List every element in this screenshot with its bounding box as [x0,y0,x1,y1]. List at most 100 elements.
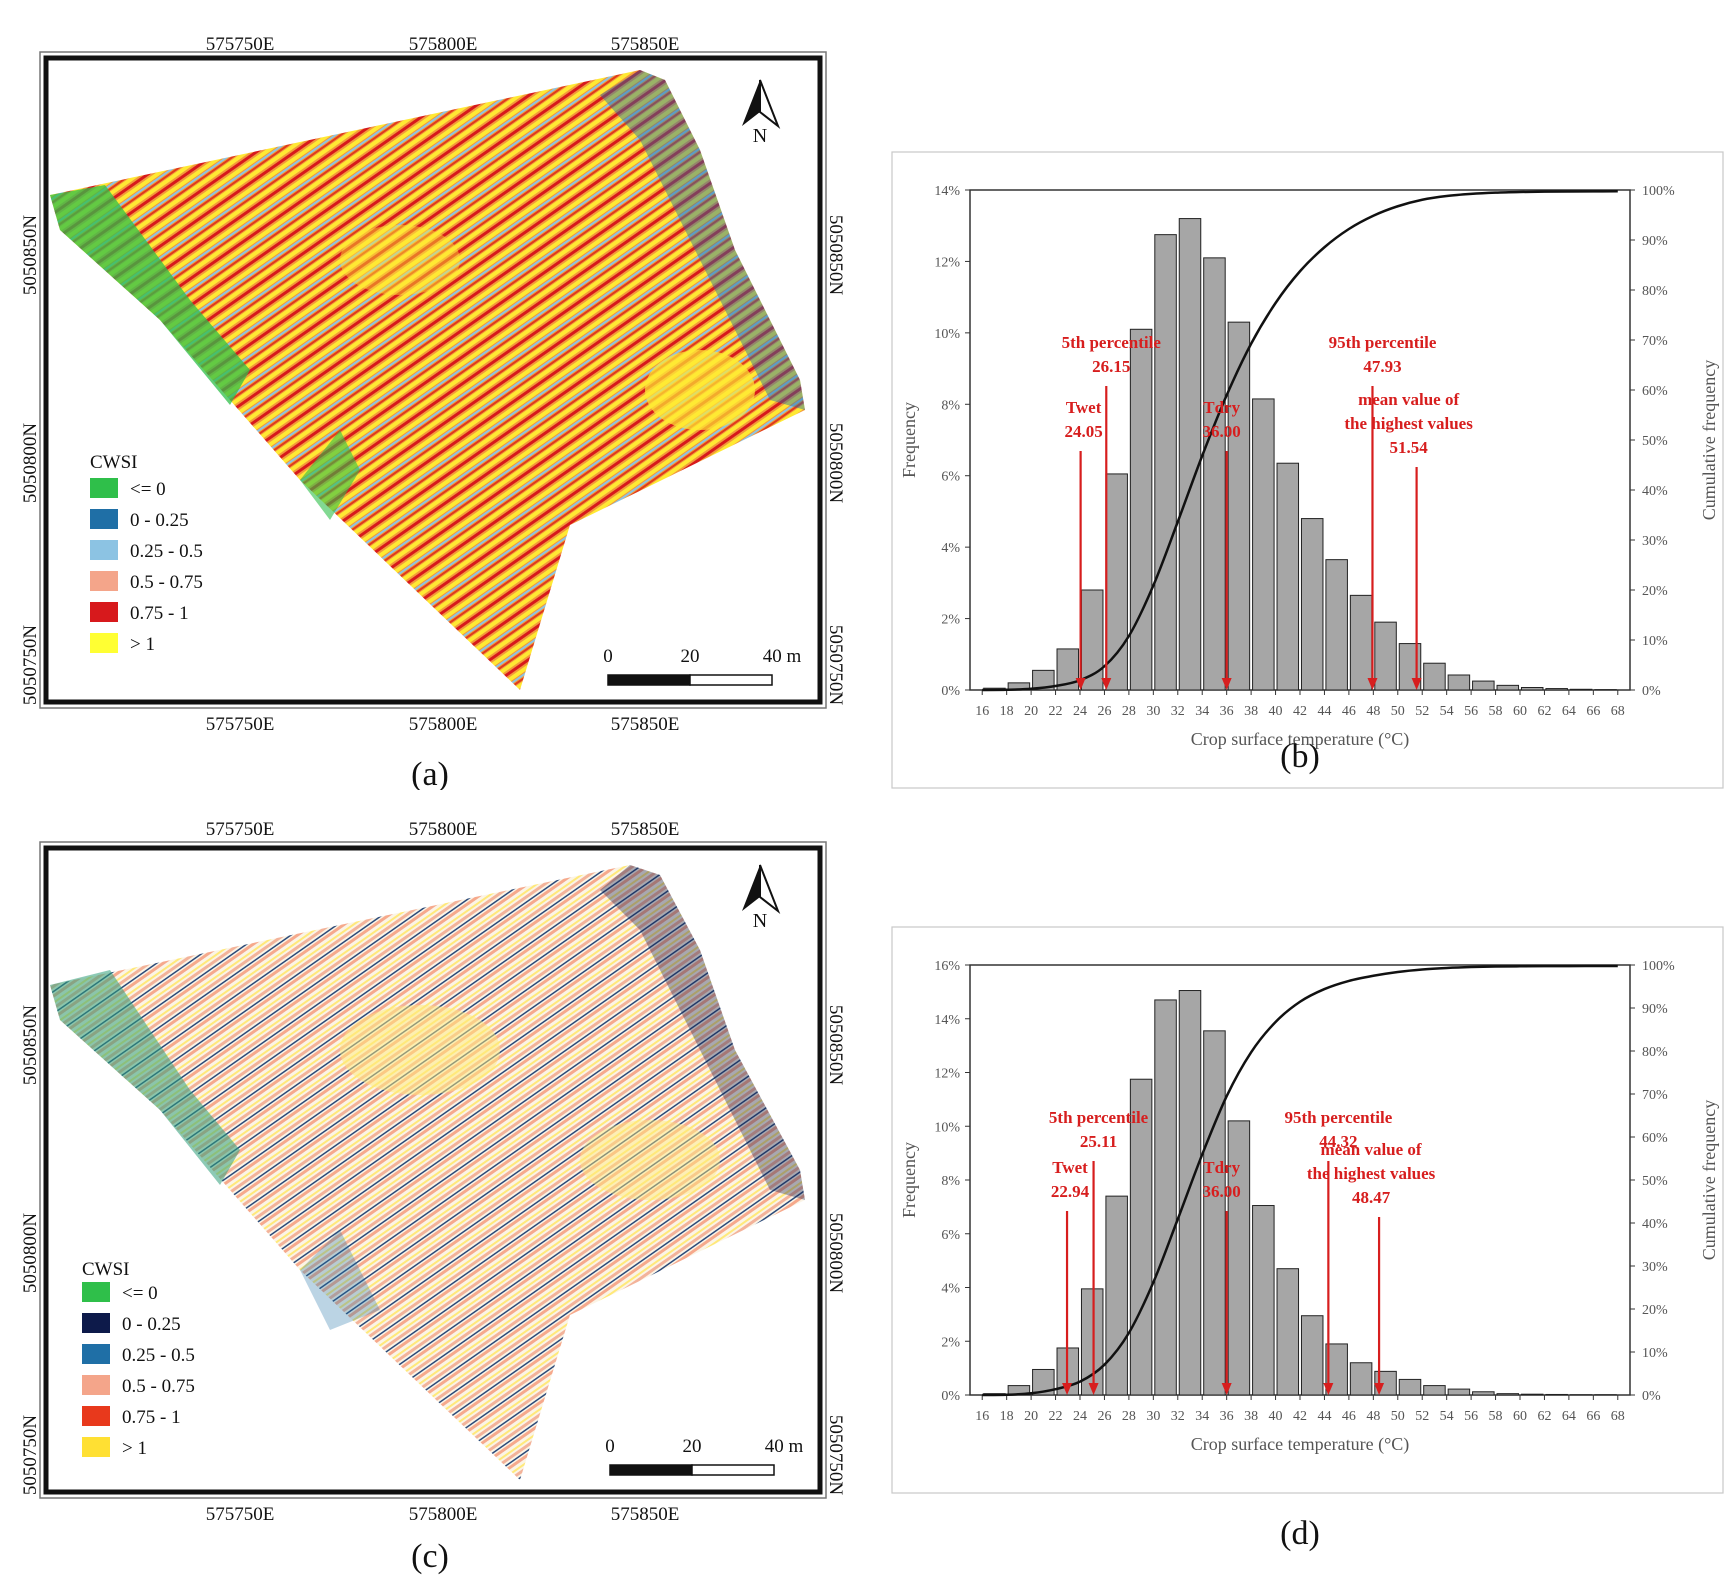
x-tick-label: 16 [975,704,989,719]
arrow-head-icon [1221,678,1232,690]
coord-right-2: 5050800N [825,423,846,504]
histogram-bar [1178,990,1202,1396]
y2-tick-label: 20% [1642,584,1668,599]
histogram-bar [1325,559,1348,691]
panel-label-d: (d) [1280,1515,1320,1552]
coord-top-3: 575850E [611,819,680,840]
x-tick-label: 52 [1415,1409,1429,1424]
histogram-bar [1252,1205,1275,1396]
y2-tick-label: 40% [1642,1217,1668,1232]
y-tick-label: 2% [941,1335,960,1350]
coord-top-2: 575800E [409,34,478,55]
annotation-label: 5th percentile [1062,333,1162,352]
chart-border [891,151,1724,789]
legend-swatch [82,1282,110,1302]
cumulative-line [982,190,1618,692]
x-tick-label: 42 [1293,1409,1307,1424]
arrow-head-icon [1088,1383,1099,1395]
x-tick-label: 42 [1293,704,1307,719]
histogram-bar [1056,648,1080,691]
annotation-label: the highest values [1307,1164,1436,1183]
y2-tick-label: 10% [1642,1346,1668,1361]
cwsi-legend: CWSI <= 0 0 - 0.25 0.25 - 0.5 0.5 - 0.75 0.7… [82,1259,195,1459]
histogram-bar [1423,662,1446,691]
legend-label: 0.25 - 0.5 [130,541,203,562]
legend-swatch [90,509,118,529]
arrow-head-icon [1062,1383,1073,1395]
x-tick-label: 66 [1586,1409,1600,1424]
legend-swatch [90,633,118,653]
histogram-bar [1154,999,1177,1396]
coord-bottom-3: 575850E [611,714,680,735]
y-tick-label: 6% [941,1228,960,1243]
x-tick-label: 30 [1146,1409,1160,1424]
legend-swatch [90,571,118,591]
y-tick-label: 4% [941,1282,960,1297]
coord-right-1: 5050850N [825,215,846,296]
arrow-head-icon [1323,1383,1334,1395]
arrow-head-icon [1374,1383,1385,1395]
y-axis-label: Frequency [899,1142,919,1218]
arrow-head-icon [1221,1383,1232,1395]
coord-bottom-3: 575850E [611,1504,680,1525]
annotation-label: 47.93 [1363,357,1401,376]
annotation-label: Twet [1066,398,1102,417]
y2-tick-label: 70% [1642,1088,1668,1103]
legend-label: 0 - 0.25 [130,510,189,531]
x-tick-label: 50 [1391,1409,1405,1424]
x-tick-label: 24 [1073,1409,1087,1424]
histogram-bar [1472,680,1495,691]
legend-title: CWSI [90,452,138,473]
coord-right-3: 5050750N [825,625,846,706]
annotation-label: Tdry [1203,1158,1240,1177]
scale-bar: 0 20 40 m [605,1436,803,1476]
x-axis-label: Crop surface temperature (°C) [1191,1434,1410,1455]
histogram-bar [1447,1388,1471,1396]
annotation-label: 26.15 [1092,357,1130,376]
legend-label: 0.75 - 1 [122,1407,181,1428]
y2-tick-label: 100% [1642,959,1675,974]
x-tick-label: 26 [1097,1409,1111,1424]
y2-tick-label: 30% [1642,534,1668,549]
annotation-label: 22.94 [1051,1182,1090,1201]
histogram-bar [1252,398,1275,691]
histogram-bar [1447,674,1471,691]
north-label: N [753,910,767,932]
annotation-label: 51.54 [1389,438,1428,457]
x-tick-label: 28 [1122,1409,1136,1424]
legend-swatch [82,1437,110,1457]
x-tick-label: 68 [1611,704,1625,719]
legend-title: CWSI [82,1259,130,1280]
x-axis-label: Crop surface temperature (°C) [1191,729,1410,750]
coord-left-1: 5050850N [20,215,41,296]
y2-tick-label: 50% [1642,1174,1668,1189]
histogram-bar [1154,234,1177,691]
y2-tick-label: 80% [1642,284,1668,299]
x-tick-label: 62 [1537,1409,1551,1424]
y2-tick-label: 90% [1642,234,1668,249]
y-tick-label: 4% [941,541,960,556]
svg-text:0: 0 [603,646,613,667]
x-tick-label: 34 [1195,1409,1209,1424]
coord-right-1: 5050850N [825,1005,846,1086]
x-tick-label: 48 [1366,1409,1380,1424]
histogram-chart-d: 0% 2% 4% 6% 8% 10% 12% 14% 16% 0% 10% 20% 30% 40% 50% 6… [891,926,1724,1494]
x-tick-label: 58 [1489,704,1503,719]
legend-swatch [90,602,118,622]
x-tick-label: 56 [1464,1409,1478,1424]
x-tick-label: 62 [1537,704,1551,719]
legend-swatch [82,1375,110,1395]
legend-label: <= 0 [130,479,166,500]
histogram-bar [1496,684,1520,691]
y2-tick-label: 80% [1642,1045,1668,1060]
legend-label: 0.5 - 0.75 [130,572,203,593]
annotation-label: mean value of [1358,390,1459,409]
annotation-label: 24.05 [1064,422,1102,441]
x-tick-label: 30 [1146,704,1160,719]
arrow-head-icon [1075,678,1086,690]
x-tick-label: 64 [1562,1409,1576,1424]
x-tick-label: 48 [1366,704,1380,719]
annotation-label: Tdry [1203,398,1240,417]
x-tick-label: 20 [1024,704,1038,719]
y2-tick-label: 70% [1642,334,1668,349]
